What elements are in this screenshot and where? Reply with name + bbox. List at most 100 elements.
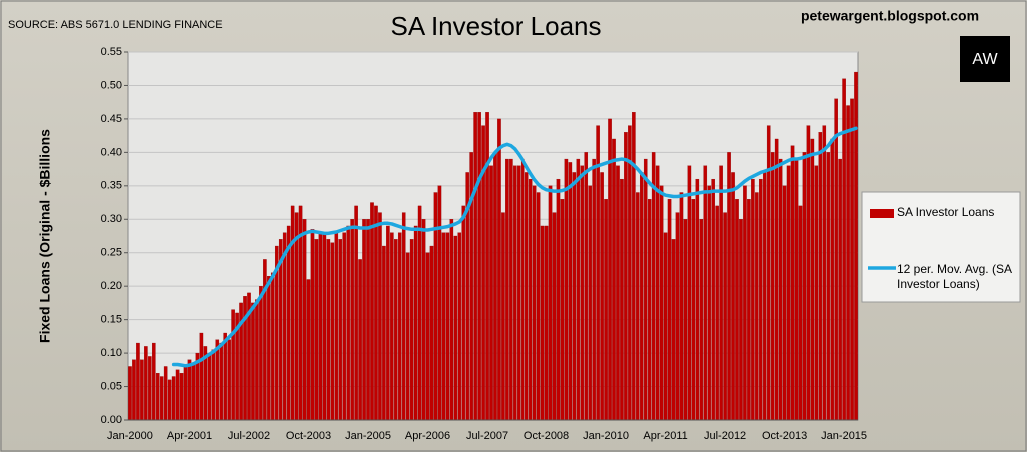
bar <box>362 219 366 421</box>
bar <box>183 366 188 421</box>
bar <box>191 362 196 421</box>
bar <box>786 165 791 421</box>
bar <box>671 239 676 421</box>
bar <box>774 138 779 421</box>
bar <box>576 158 581 421</box>
bar <box>798 205 803 421</box>
bar <box>628 125 632 421</box>
bar <box>826 152 831 421</box>
bar <box>421 219 426 421</box>
bar <box>370 202 374 421</box>
bar <box>552 212 557 421</box>
bar <box>302 219 307 421</box>
bar <box>814 165 819 421</box>
bar <box>509 158 513 421</box>
moving-average-line <box>171 126 858 368</box>
bar <box>132 359 136 421</box>
y-tick-label: 0.45 <box>101 113 122 125</box>
bar <box>350 219 354 421</box>
bar <box>167 379 172 421</box>
bar <box>505 158 509 421</box>
bar <box>532 185 537 421</box>
bar <box>282 232 287 421</box>
bar <box>425 252 430 421</box>
bar <box>727 152 731 421</box>
bar <box>695 178 700 421</box>
bar <box>493 152 497 421</box>
bar <box>294 212 299 421</box>
bar <box>723 212 727 421</box>
legend-label: SA Investor Loans <box>897 205 995 219</box>
bar <box>667 199 672 421</box>
bar <box>318 232 323 421</box>
bar <box>473 112 477 421</box>
y-tick-label: 0.10 <box>101 347 122 359</box>
bar <box>382 245 386 421</box>
bar <box>148 356 152 421</box>
bar <box>219 342 224 421</box>
bar <box>794 158 799 421</box>
x-tick-label: Apr-2001 <box>167 430 212 442</box>
bar <box>568 162 573 421</box>
bar <box>152 342 156 421</box>
bar <box>386 225 390 421</box>
bar <box>140 359 144 421</box>
y-tick-label: 0.20 <box>101 280 122 292</box>
bar <box>639 172 644 421</box>
bar <box>520 158 525 421</box>
bar <box>306 279 311 421</box>
logo-box <box>960 36 1010 82</box>
bar <box>659 185 664 421</box>
bar <box>255 299 259 421</box>
x-tick-label: Oct-2003 <box>286 430 331 442</box>
y-tick-label: 0.30 <box>101 213 122 225</box>
bar <box>227 339 231 421</box>
bar <box>560 199 565 421</box>
bar <box>366 219 370 421</box>
bar <box>397 232 402 421</box>
bar <box>707 185 712 421</box>
y-tick-label: 0.00 <box>101 414 122 426</box>
bar <box>207 352 212 421</box>
bar <box>647 199 652 421</box>
bar <box>429 245 434 421</box>
bar <box>679 192 684 421</box>
bar <box>663 232 668 421</box>
bar <box>433 192 438 421</box>
bar <box>441 232 446 421</box>
bar <box>612 138 616 421</box>
bar <box>524 172 529 421</box>
bar <box>592 158 596 421</box>
bar <box>477 112 481 421</box>
y-tick-label: 0.25 <box>101 247 122 259</box>
bar <box>342 232 347 421</box>
bar <box>584 152 589 421</box>
bar <box>743 185 747 421</box>
bar <box>310 229 315 421</box>
bar <box>755 192 759 421</box>
bar <box>223 332 227 421</box>
bar <box>782 185 787 421</box>
bar <box>596 125 600 421</box>
bar <box>394 239 398 421</box>
bar <box>449 219 454 421</box>
bar <box>501 212 505 421</box>
bar <box>830 138 834 421</box>
bar <box>616 165 620 421</box>
bar <box>171 376 176 421</box>
bar <box>437 185 442 421</box>
bar <box>778 158 783 421</box>
bar <box>739 219 743 421</box>
bar <box>286 225 291 421</box>
bar <box>413 225 418 421</box>
bar <box>548 185 553 421</box>
bar <box>632 112 636 421</box>
bar <box>842 78 846 421</box>
x-tick-label: Jan-2010 <box>583 430 629 442</box>
x-tick-label: Oct-2013 <box>762 430 807 442</box>
bar <box>338 239 343 421</box>
bar <box>751 178 755 421</box>
